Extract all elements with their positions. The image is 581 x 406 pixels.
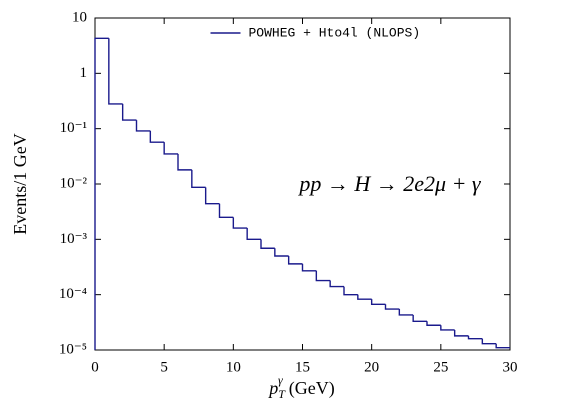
y-tick-label: 10⁻⁴ [59,286,87,302]
histogram-step [260,239,275,249]
histogram-step [357,294,372,300]
x-tick-label: 10 [226,359,241,375]
x-tick-label: 5 [160,359,168,375]
x-axis-label: pTγ (GeV) [267,373,334,401]
histogram-step [274,248,289,257]
x-tick-label: 30 [503,359,518,375]
legend-label: POWHEG + Hto4l (NLOPS) [249,25,421,40]
histogram-step [426,321,441,326]
histogram-step [467,335,483,340]
histogram-step [398,309,414,316]
histogram-step [301,263,317,272]
x-label-sup: γ [278,373,283,387]
histogram-step [218,203,234,219]
y-axis-label: Events/1 GeV [10,133,30,234]
histogram-step [108,38,123,105]
x-tick-label: 15 [295,359,310,375]
histogram-step [246,228,261,241]
y-tick-label: 10⁻¹ [60,120,87,136]
histogram-step [177,153,192,171]
histogram-step [287,255,303,265]
histogram-step [481,338,497,345]
histogram-step [329,280,344,288]
y-tick-label: 10⁻³ [60,231,88,247]
histogram-step [440,325,455,331]
y-tick-label: 1 [80,65,88,81]
histogram-step [412,314,427,323]
histogram-step [121,103,137,121]
histogram-step [495,343,510,349]
annotation: pp → H → 2e2μ + γ [297,171,482,196]
histogram-step [453,329,469,337]
histogram-step [163,142,178,155]
x-label-unit: (GeV) [289,378,335,399]
histogram-step [370,299,386,305]
histogram-step [315,270,331,282]
histogram-step [94,37,109,350]
x-label-base: p [267,378,278,398]
x-tick-label: 0 [91,359,99,375]
histogram-step [191,169,206,189]
histogram-step [384,304,400,310]
histogram-step [204,187,220,205]
histogram-step [232,217,248,229]
y-tick-label: 10⁻² [60,175,88,191]
y-tick-label: 10⁻⁵ [59,341,87,357]
histogram-step [135,120,151,132]
histogram-step [149,130,165,143]
x-tick-label: 20 [364,359,379,375]
x-label-sub: T [278,387,286,401]
y-tick-label: 10 [72,9,87,25]
x-tick-label: 25 [433,359,448,375]
histogram-step [343,286,358,296]
